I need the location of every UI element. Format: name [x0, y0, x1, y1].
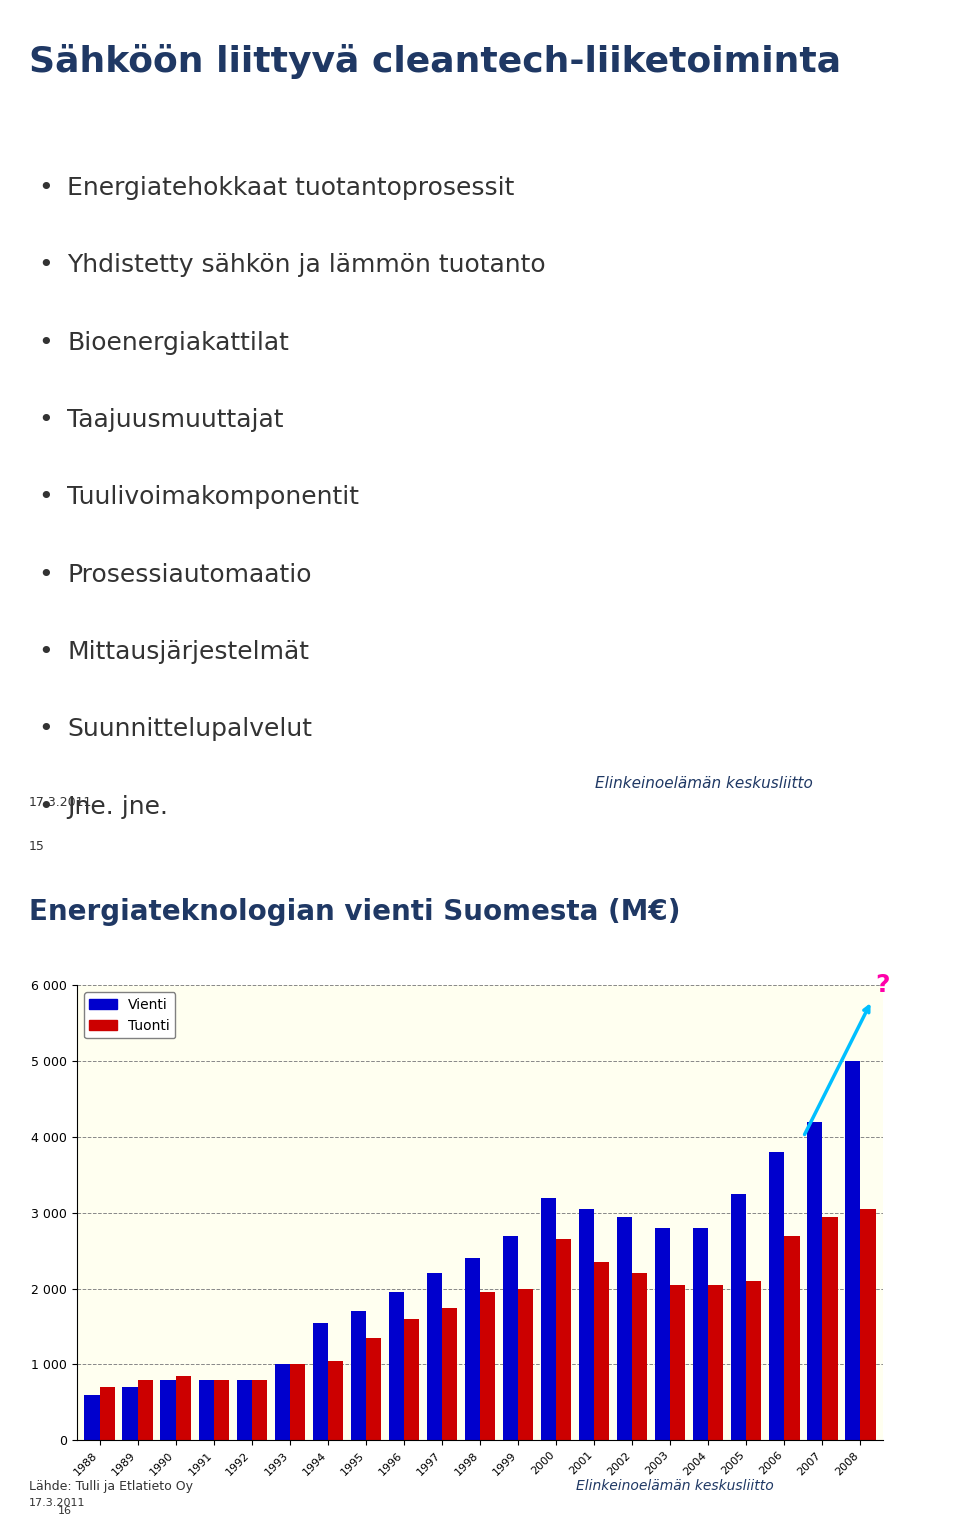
Text: Energiatehokkaat tuotantoprosessit: Energiatehokkaat tuotantoprosessit: [67, 176, 515, 200]
Text: 17.3.2011: 17.3.2011: [29, 796, 92, 810]
Text: •: •: [38, 485, 53, 509]
Bar: [350, 1311, 366, 1440]
Text: •: •: [38, 330, 53, 355]
Legend: Vienti, Tuonti: Vienti, Tuonti: [84, 993, 176, 1038]
Text: Bioenergiakattilat: Bioenergiakattilat: [67, 330, 289, 355]
Bar: [123, 1387, 137, 1440]
Bar: [236, 1380, 252, 1440]
Bar: [84, 1395, 100, 1440]
Bar: [784, 1236, 800, 1440]
Bar: [404, 1319, 420, 1440]
Text: ?: ?: [876, 973, 890, 998]
Bar: [807, 1122, 823, 1440]
Text: •: •: [38, 408, 53, 432]
Text: •: •: [38, 640, 53, 664]
Bar: [708, 1286, 724, 1440]
Bar: [252, 1380, 267, 1440]
Text: Elinkeinoelämän keskusliitto: Elinkeinoelämän keskusliitto: [576, 1480, 774, 1493]
Bar: [579, 1210, 594, 1440]
Bar: [655, 1228, 670, 1440]
Text: Yhdistetty sähkön ja lämmön tuotanto: Yhdistetty sähkön ja lämmön tuotanto: [67, 253, 546, 277]
Bar: [275, 1364, 290, 1440]
Text: Suunnittelupalvelut: Suunnittelupalvelut: [67, 717, 312, 741]
Bar: [328, 1361, 343, 1440]
Bar: [176, 1377, 191, 1440]
Text: •: •: [38, 253, 53, 277]
Bar: [518, 1289, 533, 1440]
Bar: [366, 1339, 381, 1440]
Bar: [617, 1216, 632, 1440]
Bar: [100, 1387, 115, 1440]
Bar: [823, 1216, 837, 1440]
Bar: [540, 1198, 556, 1440]
Bar: [746, 1281, 761, 1440]
Bar: [556, 1240, 571, 1440]
Text: Jne. jne.: Jne. jne.: [67, 794, 168, 819]
Text: Sähköön liittyvä cleantech-liiketoiminta: Sähköön liittyvä cleantech-liiketoiminta: [29, 44, 841, 79]
Text: 17.3.2011: 17.3.2011: [29, 1498, 85, 1508]
Bar: [442, 1307, 457, 1440]
Text: Lähde: Tulli ja Etlatieto Oy: Lähde: Tulli ja Etlatieto Oy: [29, 1480, 193, 1493]
Bar: [594, 1261, 610, 1440]
Bar: [427, 1273, 442, 1440]
Text: Elinkeinoelämän keskusliitto: Elinkeinoelämän keskusliitto: [595, 776, 813, 791]
Bar: [860, 1210, 876, 1440]
Text: Mittausjärjestelmät: Mittausjärjestelmät: [67, 640, 309, 664]
Bar: [769, 1152, 784, 1440]
Bar: [503, 1236, 518, 1440]
Bar: [670, 1286, 685, 1440]
Bar: [632, 1273, 647, 1440]
Text: •: •: [38, 794, 53, 819]
Text: •: •: [38, 562, 53, 587]
Bar: [214, 1380, 228, 1440]
Text: Taajuusmuuttajat: Taajuusmuuttajat: [67, 408, 284, 432]
Text: Energiateknologian vienti Suomesta (M€): Energiateknologian vienti Suomesta (M€): [29, 899, 681, 926]
Bar: [160, 1380, 176, 1440]
Text: Tuulivoimakomponentit: Tuulivoimakomponentit: [67, 485, 359, 509]
Text: 15: 15: [29, 840, 45, 854]
Text: 16: 16: [58, 1505, 72, 1516]
Bar: [465, 1258, 480, 1440]
Bar: [693, 1228, 708, 1440]
Text: Prosessiautomaatio: Prosessiautomaatio: [67, 562, 312, 587]
Bar: [290, 1364, 305, 1440]
Bar: [480, 1292, 495, 1440]
Text: •: •: [38, 717, 53, 741]
Bar: [732, 1195, 746, 1440]
Bar: [389, 1292, 404, 1440]
Text: •: •: [38, 176, 53, 200]
Bar: [199, 1380, 214, 1440]
Bar: [137, 1380, 153, 1440]
Bar: [845, 1061, 860, 1440]
Bar: [313, 1322, 328, 1440]
